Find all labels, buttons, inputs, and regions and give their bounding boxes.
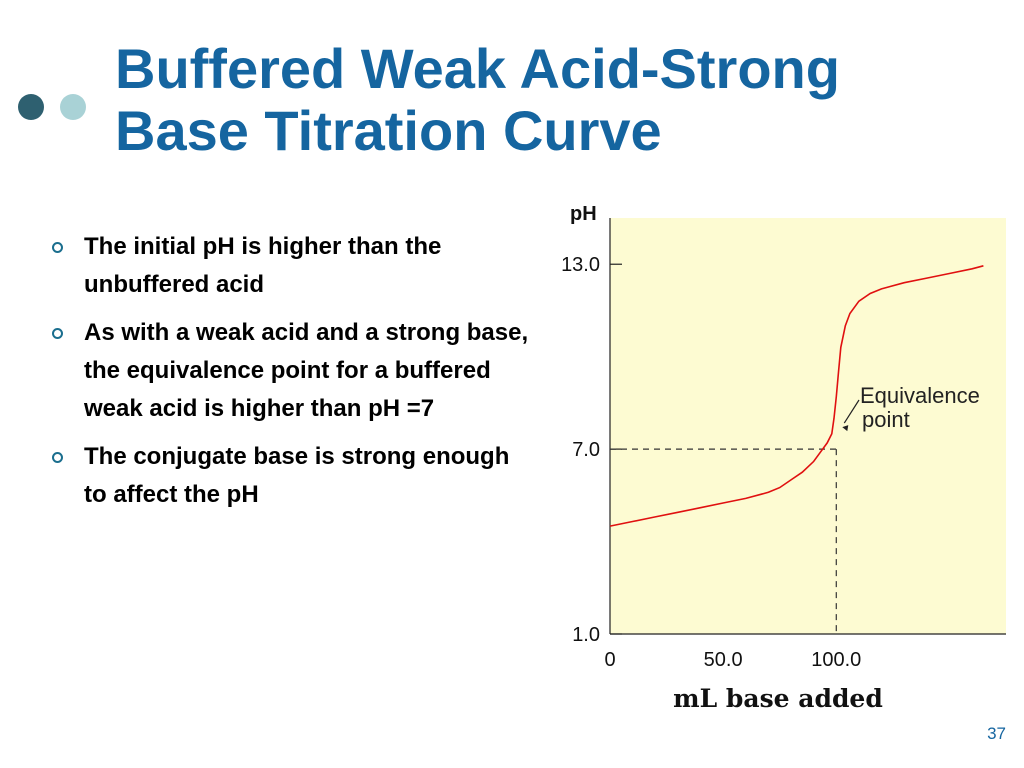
x-axis-label: mL base added — [673, 684, 883, 713]
bullet-text: The conjugate base is strong enough to a… — [84, 443, 510, 508]
bullet-item: As with a weak acid and a strong base, t… — [52, 314, 532, 428]
bullet-text: The initial pH is higher than the unbuff… — [84, 233, 442, 298]
bullet-text: As with a weak acid and a strong base, t… — [84, 319, 529, 422]
slide-title-line-1: Buffered Weak Acid-Strong — [115, 37, 840, 100]
annotation-label-line-1: Equivalence — [860, 383, 980, 408]
slide-title-line-2: Base Titration Curve — [115, 99, 662, 162]
bullet-item: The initial pH is higher than the unbuff… — [52, 228, 532, 304]
bullet-item: The conjugate base is strong enough to a… — [52, 438, 532, 514]
y-tick-label: 7.0 — [572, 439, 600, 461]
x-tick-label: 100.0 — [811, 649, 861, 671]
annotation-label-line-2: point — [862, 407, 910, 432]
x-tick-label: 0 — [604, 649, 615, 671]
bullet-list: The initial pH is higher than the unbuff… — [52, 228, 532, 524]
titration-curve-line — [609, 265, 984, 527]
titration-chart: 1.0 7.0 13.0 0 50.0 100.0 pH mL base added Eq… — [561, 203, 1006, 713]
y-axis-label: pH — [570, 203, 597, 225]
annotation-arrow-icon — [843, 399, 860, 424]
y-tick-label: 13.0 — [561, 254, 600, 276]
decorative-dot-light — [60, 94, 86, 120]
annotation-arrowhead-icon — [842, 425, 849, 432]
plot-background — [610, 218, 1006, 634]
page-number: 37 — [987, 724, 1006, 743]
bullet-marker-icon — [52, 452, 63, 463]
y-tick-label: 1.0 — [572, 624, 600, 646]
slide-title: Buffered Weak Acid-Strong Base Titration… — [115, 38, 995, 162]
x-tick-label: 50.0 — [704, 649, 743, 671]
bullet-marker-icon — [52, 242, 63, 253]
decorative-dot-dark — [18, 94, 44, 120]
bullet-marker-icon — [52, 328, 63, 339]
